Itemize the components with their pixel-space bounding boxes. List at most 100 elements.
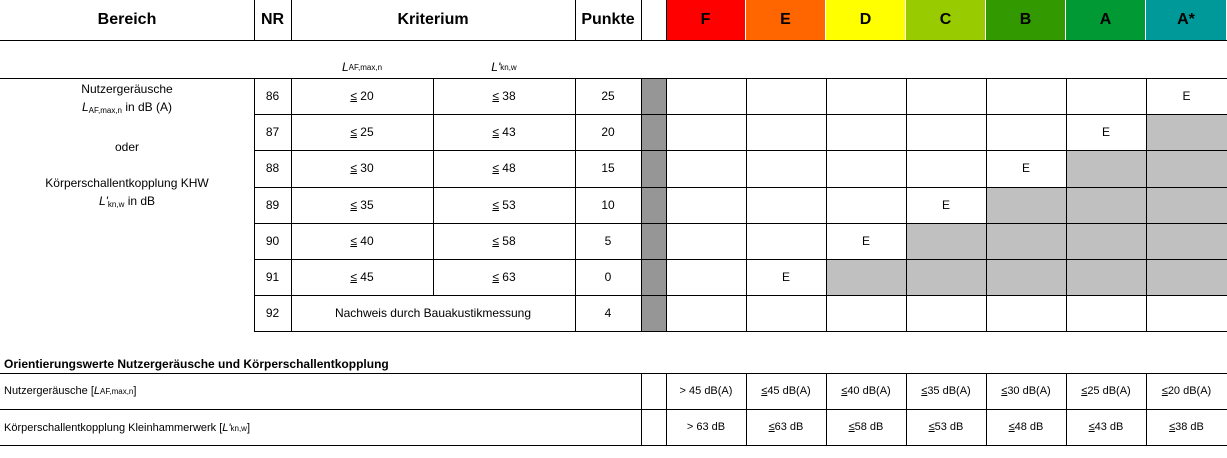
le-sign: ≤: [350, 125, 357, 140]
grey-cell: [1066, 150, 1146, 187]
le-sign: ≤: [1081, 385, 1088, 397]
orientation-row1-value: ≤ 20 dB(A): [1161, 385, 1212, 397]
orientation-title: Orientierungswerte Nutzergeräusche und K…: [4, 357, 389, 371]
row-punkte: 5: [604, 233, 612, 248]
grey-cell: [1146, 150, 1227, 187]
orientation-row2-value: ≤ 48 dB: [1008, 421, 1044, 433]
col-line: [433, 78, 434, 296]
le-sign: ≤: [350, 89, 357, 104]
le-sign: ≤: [1169, 421, 1176, 433]
orientation-row1-value: ≤ 30 dB(A): [1001, 385, 1051, 397]
grey-cell: [906, 222, 986, 259]
row-punkte: 15: [601, 161, 615, 176]
col-line: [906, 78, 907, 331]
col-line: [1146, 78, 1147, 331]
row-line: [254, 295, 1227, 296]
le-sign: ≤: [492, 161, 499, 176]
orientation-row2-value: ≤ 38 dB: [1169, 421, 1204, 433]
grade-label: A: [1099, 11, 1112, 28]
grade-header-e: E: [746, 0, 825, 40]
le-sign: ≤: [350, 161, 357, 176]
le-sign: ≤: [350, 270, 357, 285]
le-sign: ≤: [1001, 385, 1008, 397]
col-line: [666, 78, 667, 331]
grey-cell: [986, 222, 1066, 259]
grey-cell: [1066, 259, 1146, 296]
row-punkte: 25: [601, 89, 615, 104]
grade-header-d: D: [826, 0, 905, 40]
le-sign: ≤: [1161, 385, 1168, 397]
row-line: [254, 259, 1227, 260]
le-sign: ≤: [350, 233, 357, 248]
orientation-row2-value: ≤ 53 dB: [928, 421, 964, 433]
grey-cell: [1066, 186, 1146, 223]
row-lkn-value: ≤ 58: [492, 233, 516, 248]
subheader-lkn: L' kn,w: [491, 60, 517, 74]
grey-cell: [1146, 259, 1227, 296]
row-laf-value: ≤ 40: [350, 233, 374, 248]
le-sign: ≤: [350, 197, 357, 212]
le-sign: ≤: [1008, 421, 1015, 433]
orientation-row1-value: > 45 dB(A): [679, 385, 733, 397]
grade-label: B: [1019, 11, 1032, 28]
grade-header-b: B: [986, 0, 1065, 40]
row-nr: 90: [265, 233, 280, 248]
grey-cell: [986, 259, 1066, 296]
row-lkn-value: ≤ 63: [492, 270, 516, 285]
grade-mark: E: [781, 270, 790, 285]
grey-cell: [1146, 114, 1227, 151]
grade-header-c: C: [906, 0, 985, 40]
orientation-row1-value: ≤ 40 dB(A): [841, 385, 891, 397]
row-nr: 91: [265, 270, 280, 285]
grey-cell: [986, 186, 1066, 223]
orientation-row1-value: ≤ 45 dB(A): [761, 385, 811, 397]
grade-mark: E: [1021, 161, 1030, 176]
grade-mark: E: [861, 233, 870, 248]
orientation-row1-value: ≤ 25 dB(A): [1081, 385, 1131, 397]
le-sign: ≤: [761, 385, 768, 397]
row-nr: 86: [265, 89, 280, 104]
grade-label: E: [780, 11, 791, 28]
grey-cell: [826, 259, 906, 296]
row-lkn-value: ≤ 53: [492, 197, 516, 212]
orientation-row2-label: Körperschallentkopplung Kleinhammerwerk …: [4, 422, 251, 434]
orientation-row2-value: > 63 dB: [686, 421, 726, 433]
row-punkte: 20: [601, 125, 615, 140]
grade-label: C: [939, 11, 952, 28]
row-nr: 89: [265, 197, 280, 212]
row-line: [254, 114, 1227, 115]
grey-cell: [1146, 186, 1227, 223]
row-92-punkte: 4: [604, 306, 612, 320]
le-sign: ≤: [492, 197, 499, 212]
grade-header-a: A: [1066, 0, 1145, 40]
col-line: [291, 78, 292, 331]
le-sign: ≤: [928, 421, 935, 433]
le-sign: ≤: [768, 421, 775, 433]
row-laf-value: ≤ 45: [350, 270, 374, 285]
orientation-row2-value: ≤ 63 dB: [768, 421, 804, 433]
col-line: [746, 78, 747, 331]
area-description: Nutzergeräusche LAF,max,n in dB (A) oder…: [45, 82, 209, 209]
row-lkn-value: ≤ 48: [492, 161, 516, 176]
subheader-laf: L AF,max,n: [341, 60, 383, 74]
col-line: [986, 78, 987, 331]
orientation-row1-value: ≤ 35 dB(A): [921, 385, 971, 397]
row-punkte: 10: [601, 197, 615, 212]
grade-label: A*: [1177, 11, 1195, 28]
row-laf-value: ≤ 30: [350, 161, 374, 176]
col-line: [641, 78, 642, 331]
header-kriterium: Kriterium: [397, 11, 469, 28]
grade-mark: E: [1101, 125, 1110, 140]
le-sign: ≤: [492, 89, 499, 104]
row-line: [254, 187, 1227, 188]
separator-column: [641, 78, 666, 331]
col-line: [575, 78, 576, 331]
row-laf-value: ≤ 35: [350, 197, 374, 212]
row-laf-value: ≤ 25: [350, 125, 374, 140]
row-line: [254, 331, 1227, 332]
col-line: [254, 78, 255, 331]
grade-mark: E: [1182, 89, 1191, 104]
orientation-row2-value: ≤ 43 dB: [1088, 421, 1124, 433]
row-punkte: 0: [604, 270, 612, 285]
le-sign: ≤: [492, 270, 499, 285]
